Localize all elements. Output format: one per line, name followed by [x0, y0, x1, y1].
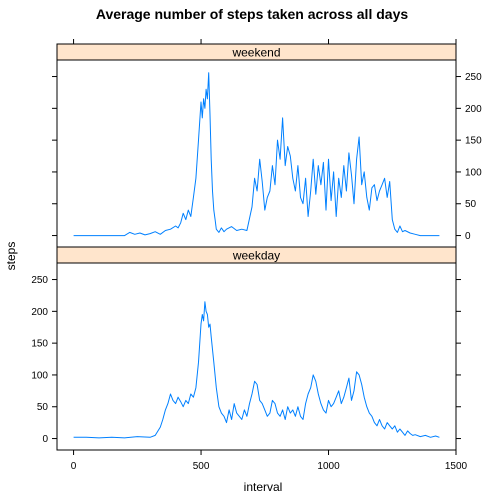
y-tick-label-weekend-250: 250	[465, 72, 482, 83]
y-tick-label-weekday-50: 50	[37, 402, 49, 413]
y-tick-label-weekday-250: 250	[31, 275, 48, 286]
x-tick-label-0: 0	[71, 461, 77, 472]
y-tick-label-weekend-100: 100	[465, 167, 482, 178]
x-tick-label-500: 500	[193, 461, 210, 472]
y-axis-label: steps	[4, 242, 18, 271]
x-axis-label: interval	[244, 480, 283, 494]
y-tick-label-weekend-0: 0	[465, 231, 471, 242]
y-tick-label-weekday-150: 150	[31, 339, 48, 350]
strip-label-weekend: weekend	[231, 46, 280, 60]
panels-layer: weekend 0 50 100 150 200 250 weekday 0 50 100 150 20…	[31, 39, 482, 472]
y-tick-label-weekday-200: 200	[31, 307, 48, 318]
y-tick-label-weekend-200: 200	[465, 104, 482, 115]
series-line-weekend	[73, 72, 440, 237]
y-tick-label-weekday-100: 100	[31, 370, 48, 381]
x-tick-label-1500: 1500	[445, 461, 468, 472]
panel-frame-weekday	[56, 262, 457, 451]
y-tick-label-weekend-150: 150	[465, 136, 482, 147]
strip-label-weekday: weekday	[232, 249, 280, 263]
panel-frame-weekend	[56, 59, 457, 248]
x-tick-label-1000: 1000	[317, 461, 340, 472]
series-line-weekday	[73, 301, 440, 439]
y-tick-label-weekday-0: 0	[42, 434, 48, 445]
chart-title: Average number of steps taken across all…	[96, 6, 408, 22]
y-tick-label-weekend-50: 50	[465, 199, 477, 210]
